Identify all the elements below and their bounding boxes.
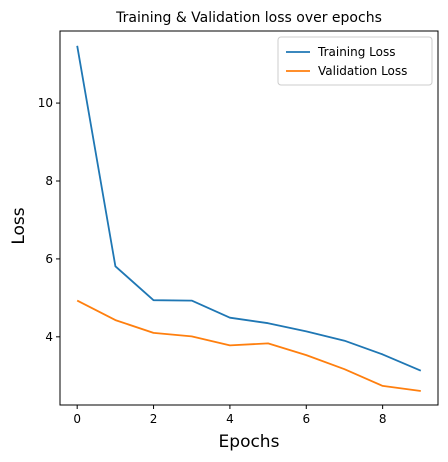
- legend-label-validation-loss: Validation Loss: [318, 64, 407, 78]
- x-axis-label: Epochs: [219, 432, 280, 452]
- legend-box: [277, 36, 433, 86]
- series-layer: [76, 45, 422, 392]
- x-tick-label: 8: [379, 412, 387, 426]
- y-axis: 4 6 8 10: [38, 96, 60, 344]
- y-tick-label: 4: [45, 330, 53, 344]
- y-tick-label: 10: [38, 96, 53, 110]
- x-tick-label: 6: [302, 412, 310, 426]
- y-tick-label: 8: [45, 174, 53, 188]
- y-axis-label: Loss: [9, 207, 29, 244]
- validation-loss-line: [76, 299, 421, 392]
- x-axis: 0 2 4 6 8: [73, 405, 386, 426]
- plot-area: [59, 30, 439, 406]
- legend-label-training-loss: Training Loss: [317, 45, 395, 59]
- x-tick-label: 2: [150, 412, 158, 426]
- y-tick-label: 6: [45, 252, 53, 266]
- x-tick-label: 0: [73, 412, 81, 426]
- training-loss-line: [76, 45, 422, 372]
- legend: Training Loss Validation Loss: [277, 36, 433, 86]
- plot-frame: [59, 30, 439, 406]
- chart-title: Training & Validation loss over epochs: [115, 10, 382, 26]
- x-tick-label: 4: [226, 412, 234, 426]
